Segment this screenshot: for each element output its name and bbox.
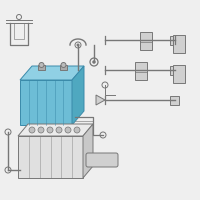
Circle shape	[39, 62, 44, 68]
Polygon shape	[96, 95, 105, 105]
Circle shape	[74, 127, 80, 133]
Polygon shape	[18, 136, 83, 178]
Bar	[140, 32, 152, 50]
Circle shape	[61, 62, 66, 68]
Circle shape	[65, 127, 71, 133]
Circle shape	[92, 60, 96, 64]
Bar	[173, 35, 185, 53]
Bar	[170, 66, 179, 75]
Circle shape	[100, 132, 106, 138]
Bar	[135, 62, 147, 80]
Polygon shape	[20, 80, 72, 125]
Bar	[170, 96, 179, 105]
Circle shape	[5, 129, 11, 135]
Bar	[38, 65, 45, 70]
Circle shape	[75, 42, 81, 48]
Polygon shape	[20, 66, 84, 80]
Circle shape	[90, 58, 98, 66]
Circle shape	[38, 127, 44, 133]
Circle shape	[102, 82, 108, 88]
Bar	[170, 36, 179, 45]
Circle shape	[5, 167, 11, 173]
Polygon shape	[18, 124, 93, 136]
Polygon shape	[83, 124, 93, 178]
Polygon shape	[72, 66, 84, 125]
Circle shape	[56, 127, 62, 133]
Circle shape	[16, 15, 22, 20]
Bar	[173, 65, 185, 83]
Bar	[60, 65, 67, 70]
Circle shape	[47, 127, 53, 133]
Circle shape	[77, 44, 79, 46]
FancyBboxPatch shape	[86, 153, 118, 167]
Circle shape	[29, 127, 35, 133]
